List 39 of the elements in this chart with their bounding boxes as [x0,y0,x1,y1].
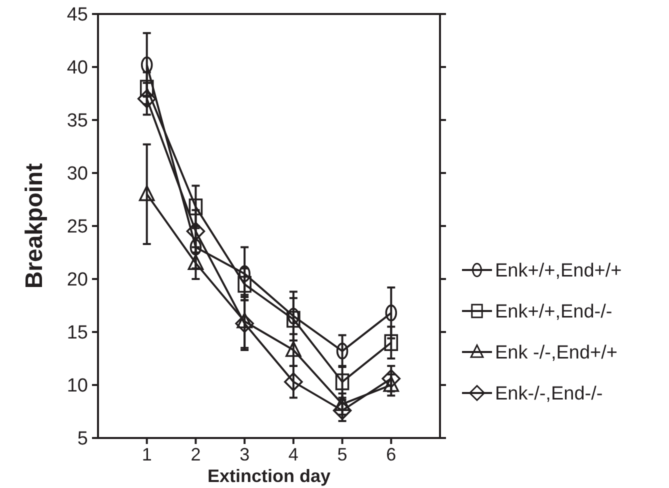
legend-label: Enk -/-,End+/+ [495,342,618,364]
point [138,185,155,202]
legend-label: Enk+/+,End+/+ [495,260,622,282]
x-tick-label: 1 [142,444,152,464]
x-tick-label: 4 [288,444,298,464]
x-tick-label: 5 [337,444,348,464]
x-axis-title: Extinction day [207,466,331,486]
point [188,254,204,270]
y-tick-label: 25 [66,216,88,238]
point [336,342,348,360]
y-tick-label: 10 [66,376,88,397]
point [140,56,153,74]
y-tick-label: 15 [66,322,88,344]
point [140,80,154,97]
point [284,372,303,392]
point [382,369,401,388]
y-tick-label: 45 [66,4,88,26]
legend-label: Enk-/-,End-/- [495,384,603,405]
y-tick-label: 5 [77,428,88,450]
x-tick-label: 2 [190,444,201,464]
y-tick-label: 20 [66,270,88,291]
point [188,198,203,216]
point [385,304,398,322]
point [288,308,300,324]
x-tick-label: 6 [386,444,396,464]
point [190,238,202,256]
point [186,222,206,241]
legend-label: Enk+/+,End-/- [495,302,612,323]
point [335,373,350,390]
point [384,334,398,351]
y-tick-label: 35 [66,110,88,132]
y-tick-label: 30 [66,164,88,185]
point [286,310,300,328]
point [238,276,252,293]
point [235,314,254,333]
y-axis-title: Breakpoint [21,163,48,289]
x-tick-label: 3 [240,444,250,464]
point [137,89,156,108]
y-tick-label: 40 [66,58,88,79]
